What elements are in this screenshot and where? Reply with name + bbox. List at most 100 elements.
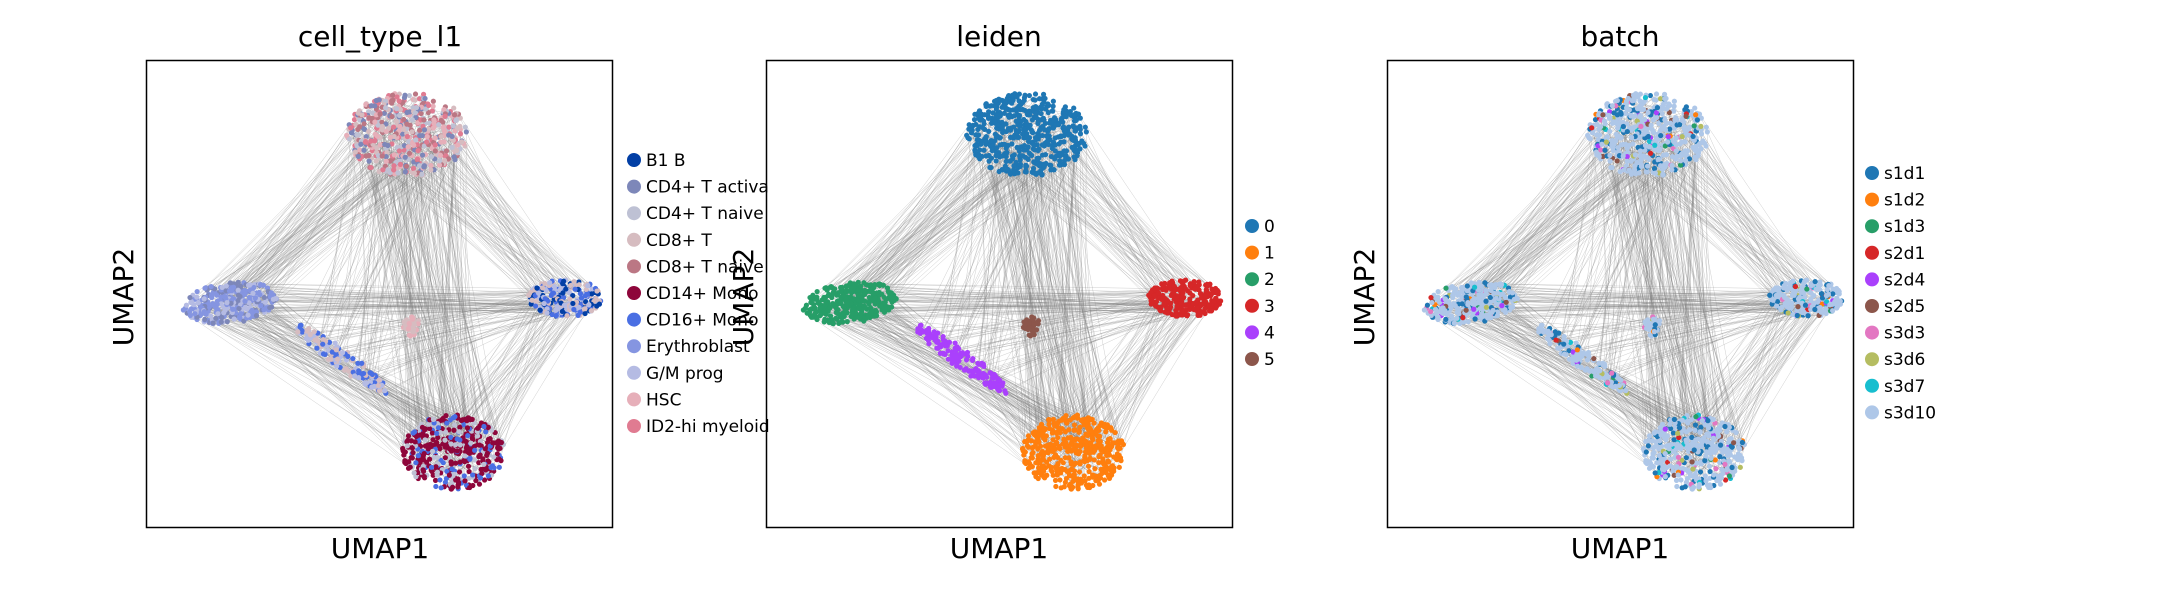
data-point: [437, 152, 444, 158]
data-point: [975, 126, 981, 133]
data-point: [401, 94, 408, 101]
data-point: [1111, 454, 1117, 460]
data-point: [488, 464, 494, 471]
data-point: [571, 306, 577, 313]
graph-edge: [1078, 114, 1159, 294]
graph-edge: [424, 312, 548, 430]
data-point: [1055, 425, 1062, 431]
data-point: [1049, 448, 1056, 454]
graph-edge: [1084, 145, 1185, 287]
data-point: [1017, 161, 1024, 167]
data-point: [1014, 94, 1020, 100]
graph-edge: [457, 127, 544, 298]
graph-edge: [377, 280, 553, 379]
data-point: [1083, 438, 1089, 444]
graph-edge: [985, 170, 1026, 376]
graph-edge: [211, 165, 406, 287]
data-point: [1077, 115, 1083, 121]
data-point: [1103, 467, 1109, 473]
data-point: [1087, 455, 1093, 461]
data-point: [1041, 451, 1047, 457]
data-point: [410, 165, 417, 172]
data-point: [1058, 139, 1064, 145]
data-point: [1031, 142, 1037, 148]
graph-edge: [358, 305, 569, 373]
data-point: [235, 279, 241, 285]
graph-edge: [1075, 137, 1154, 296]
data-point: [223, 283, 229, 289]
graph-edge: [477, 314, 579, 441]
data-point: [438, 133, 444, 140]
data-point: [540, 285, 546, 291]
data-point: [320, 341, 326, 347]
data-point: [1016, 148, 1022, 154]
graph-edge: [937, 319, 1032, 342]
data-point: [379, 153, 385, 159]
data-point: [461, 457, 467, 464]
data-point: [997, 111, 1003, 117]
data-point: [188, 299, 194, 306]
graph-edge: [382, 132, 501, 443]
data-point: [561, 302, 568, 308]
graph-edge: [1042, 167, 1208, 286]
legend-entry: B1 B: [627, 151, 686, 171]
data-point: [351, 117, 358, 123]
data-point: [361, 121, 367, 127]
data-point: [361, 147, 367, 153]
data-point: [953, 347, 959, 353]
data-point: [466, 468, 472, 475]
data-point: [245, 312, 251, 318]
data-point: [1007, 170, 1013, 176]
graph-edge: [227, 145, 466, 298]
data-point: [404, 109, 410, 116]
data-point: [401, 126, 407, 132]
data-point: [479, 470, 485, 477]
graph-edge: [978, 148, 1053, 378]
data-point: [1049, 468, 1055, 474]
data-point: [224, 318, 230, 325]
data-point: [1047, 425, 1053, 432]
data-point: [1032, 91, 1039, 97]
graph-edge: [1020, 121, 1032, 458]
data-point: [830, 300, 836, 307]
data-point: [1044, 134, 1050, 140]
graph-edge: [375, 323, 410, 377]
data-point: [1052, 135, 1058, 141]
data-point: [1062, 479, 1068, 485]
data-point: [975, 153, 981, 160]
data-point: [355, 126, 361, 133]
graph-edge: [869, 299, 1188, 315]
graph-edge: [1062, 151, 1075, 419]
graph-edge: [1073, 127, 1173, 283]
panel-title: cell_type_l1: [298, 20, 462, 53]
graph-edge: [1055, 144, 1169, 303]
data-point: [862, 298, 868, 304]
data-point: [1026, 150, 1033, 156]
data-point: [1087, 484, 1093, 491]
data-point: [838, 319, 844, 325]
data-point: [1024, 443, 1030, 449]
data-point: [326, 339, 333, 345]
data-point: [567, 296, 573, 302]
graph-edge: [453, 127, 553, 283]
data-point: [442, 429, 449, 435]
graph-edge: [460, 133, 479, 463]
data-point: [1013, 106, 1020, 112]
data-point: [435, 425, 442, 431]
data-point: [487, 436, 493, 442]
graph-edge: [968, 371, 1087, 486]
data-point: [434, 472, 440, 478]
data-point: [1072, 442, 1079, 448]
data-point: [411, 470, 417, 476]
data-point: [1050, 437, 1056, 443]
data-point: [405, 144, 411, 150]
data-point: [814, 289, 820, 295]
data-point: [542, 296, 548, 302]
graph-edge: [255, 303, 567, 311]
graph-edge: [980, 311, 1166, 374]
data-point: [1045, 446, 1051, 452]
data-point: [1046, 126, 1052, 132]
y-axis-label: UMAP2: [107, 248, 140, 347]
data-point: [1069, 466, 1075, 472]
graph-edge: [1073, 287, 1156, 418]
